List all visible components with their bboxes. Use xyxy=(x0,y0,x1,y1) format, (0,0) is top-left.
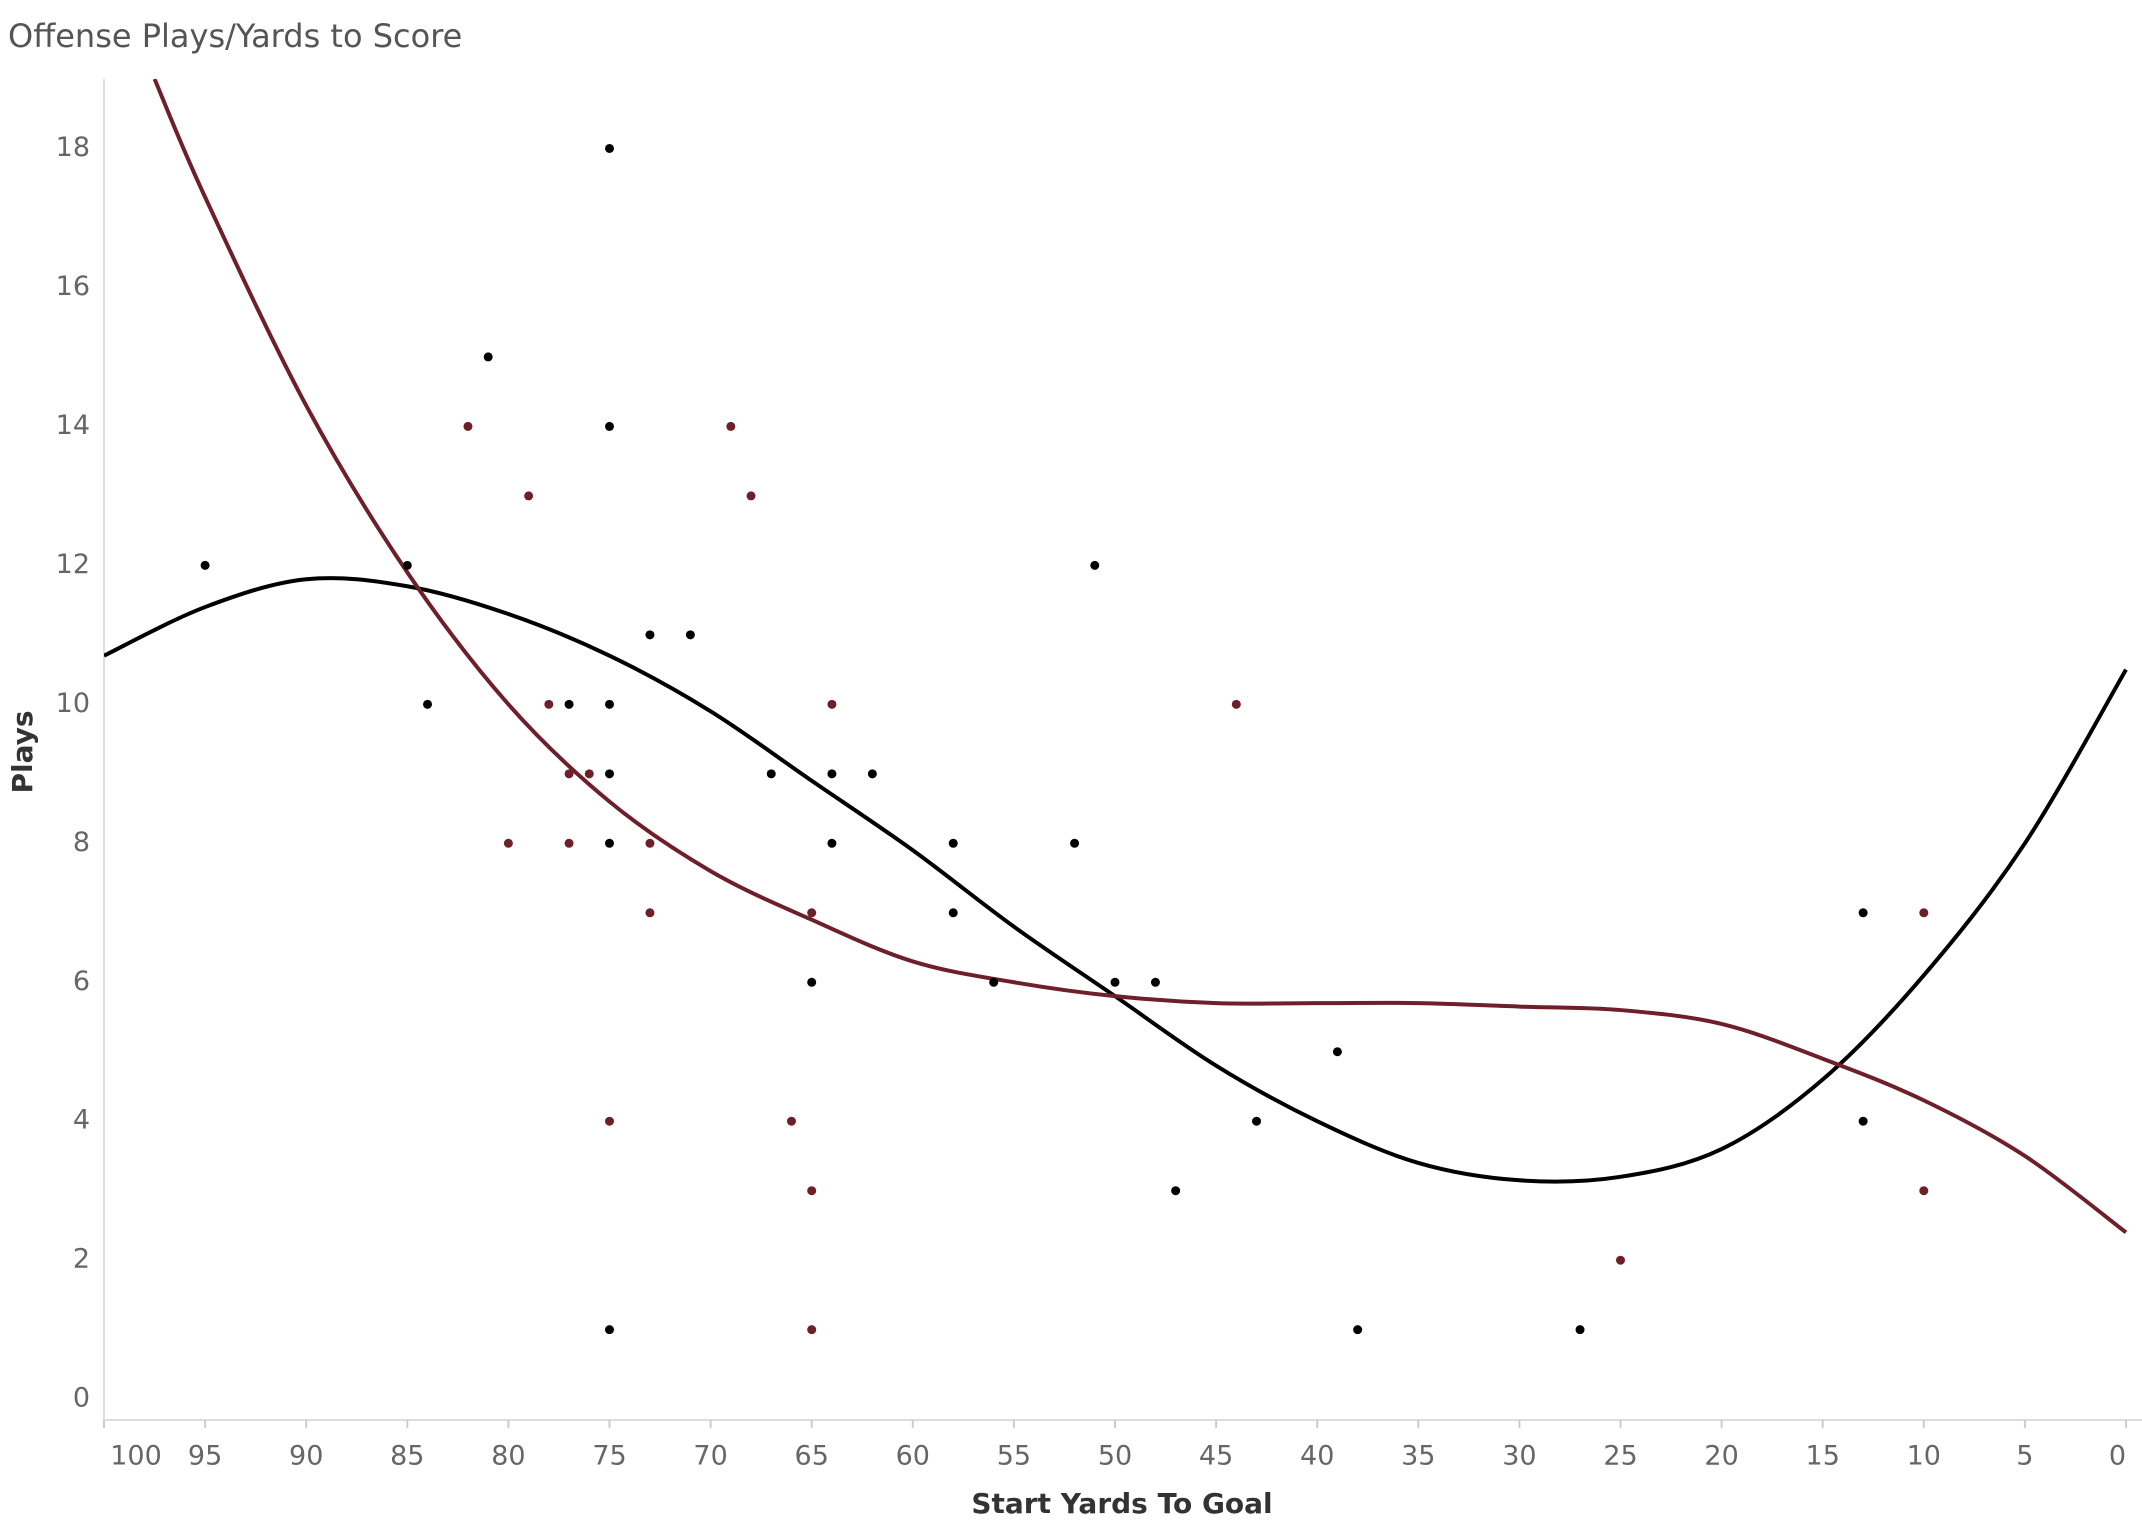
point xyxy=(948,838,958,848)
chart-title: Offense Plays/Yards to Score xyxy=(8,17,462,55)
point xyxy=(564,838,574,848)
x-tick-label: 10 xyxy=(1907,1441,1941,1472)
point xyxy=(827,838,837,848)
x-tick-label: 100 xyxy=(110,1441,162,1472)
x-tick-label: 90 xyxy=(289,1441,323,1472)
trend-line xyxy=(104,576,2128,1184)
point xyxy=(544,699,554,709)
point xyxy=(605,769,614,779)
point xyxy=(807,1186,817,1196)
y-tick-label: 16 xyxy=(56,271,90,302)
point xyxy=(766,769,776,779)
x-tick-label: 30 xyxy=(1502,1441,1536,1472)
x-tick-label: 95 xyxy=(188,1441,222,1472)
y-tick-label: 18 xyxy=(56,132,90,163)
trend-line xyxy=(152,79,2128,1234)
y-tick-label: 4 xyxy=(73,1105,90,1136)
point xyxy=(463,421,473,431)
point xyxy=(1070,838,1080,848)
x-tick-label: 20 xyxy=(1704,1441,1738,1472)
point xyxy=(1858,908,1868,918)
x-tick-label: 80 xyxy=(491,1441,525,1472)
y-tick-label: 10 xyxy=(56,688,90,719)
point xyxy=(605,421,614,431)
y-tick-label: 14 xyxy=(56,410,90,441)
y-tick-label: 2 xyxy=(73,1244,90,1275)
point xyxy=(605,143,614,153)
x-tick-label: 45 xyxy=(1199,1441,1233,1472)
point xyxy=(1332,1047,1342,1057)
point xyxy=(645,630,655,640)
point xyxy=(867,769,877,779)
point xyxy=(605,838,614,848)
point xyxy=(503,838,513,848)
point xyxy=(200,560,210,570)
point xyxy=(685,630,695,640)
x-tick-label: 55 xyxy=(997,1441,1031,1472)
x-tick-label: 35 xyxy=(1401,1441,1435,1472)
x-tick-label: 5 xyxy=(2016,1441,2033,1472)
point xyxy=(1150,977,1160,987)
point xyxy=(1616,1255,1625,1265)
point xyxy=(1231,699,1241,709)
point xyxy=(423,699,433,709)
point xyxy=(564,699,574,709)
point xyxy=(1171,1186,1181,1196)
point xyxy=(1252,1116,1262,1126)
y-axis-label: Plays xyxy=(6,710,39,793)
point xyxy=(402,560,412,570)
point xyxy=(786,1116,796,1126)
y-tick-label: 0 xyxy=(73,1383,90,1414)
point xyxy=(827,699,837,709)
point xyxy=(807,977,817,987)
point xyxy=(807,908,817,918)
point xyxy=(524,491,534,501)
point xyxy=(605,699,614,709)
x-tick-label: 0 xyxy=(2109,1441,2126,1472)
point xyxy=(1858,1116,1868,1126)
point xyxy=(645,838,655,848)
point xyxy=(1110,977,1120,987)
x-tick-label: 70 xyxy=(693,1441,727,1472)
point xyxy=(726,421,736,431)
y-tick-label: 12 xyxy=(56,549,90,580)
x-tick-label: 15 xyxy=(1806,1441,1840,1472)
x-tick-label: 75 xyxy=(592,1441,626,1472)
point xyxy=(605,1116,614,1126)
point xyxy=(564,769,574,779)
point xyxy=(948,908,958,918)
point xyxy=(746,491,756,501)
x-tick-label: 85 xyxy=(390,1441,424,1472)
point xyxy=(1353,1325,1363,1335)
point xyxy=(1575,1325,1585,1335)
y-tick-label: 8 xyxy=(73,827,90,858)
y-tick-label: 6 xyxy=(73,966,90,997)
point xyxy=(807,1325,817,1335)
point xyxy=(1919,1186,1929,1196)
point xyxy=(1919,908,1929,918)
point xyxy=(605,1325,614,1335)
x-tick-label: 25 xyxy=(1603,1441,1637,1472)
point xyxy=(584,769,594,779)
point xyxy=(645,908,655,918)
point xyxy=(989,977,999,987)
x-tick-label: 65 xyxy=(795,1441,829,1472)
point xyxy=(483,352,493,362)
x-tick-label: 40 xyxy=(1300,1441,1334,1472)
point xyxy=(827,769,837,779)
point xyxy=(1090,560,1100,570)
x-tick-label: 50 xyxy=(1098,1441,1132,1472)
x-axis-label: Start Yards To Goal xyxy=(971,1487,1272,1520)
x-tick-label: 60 xyxy=(896,1441,930,1472)
